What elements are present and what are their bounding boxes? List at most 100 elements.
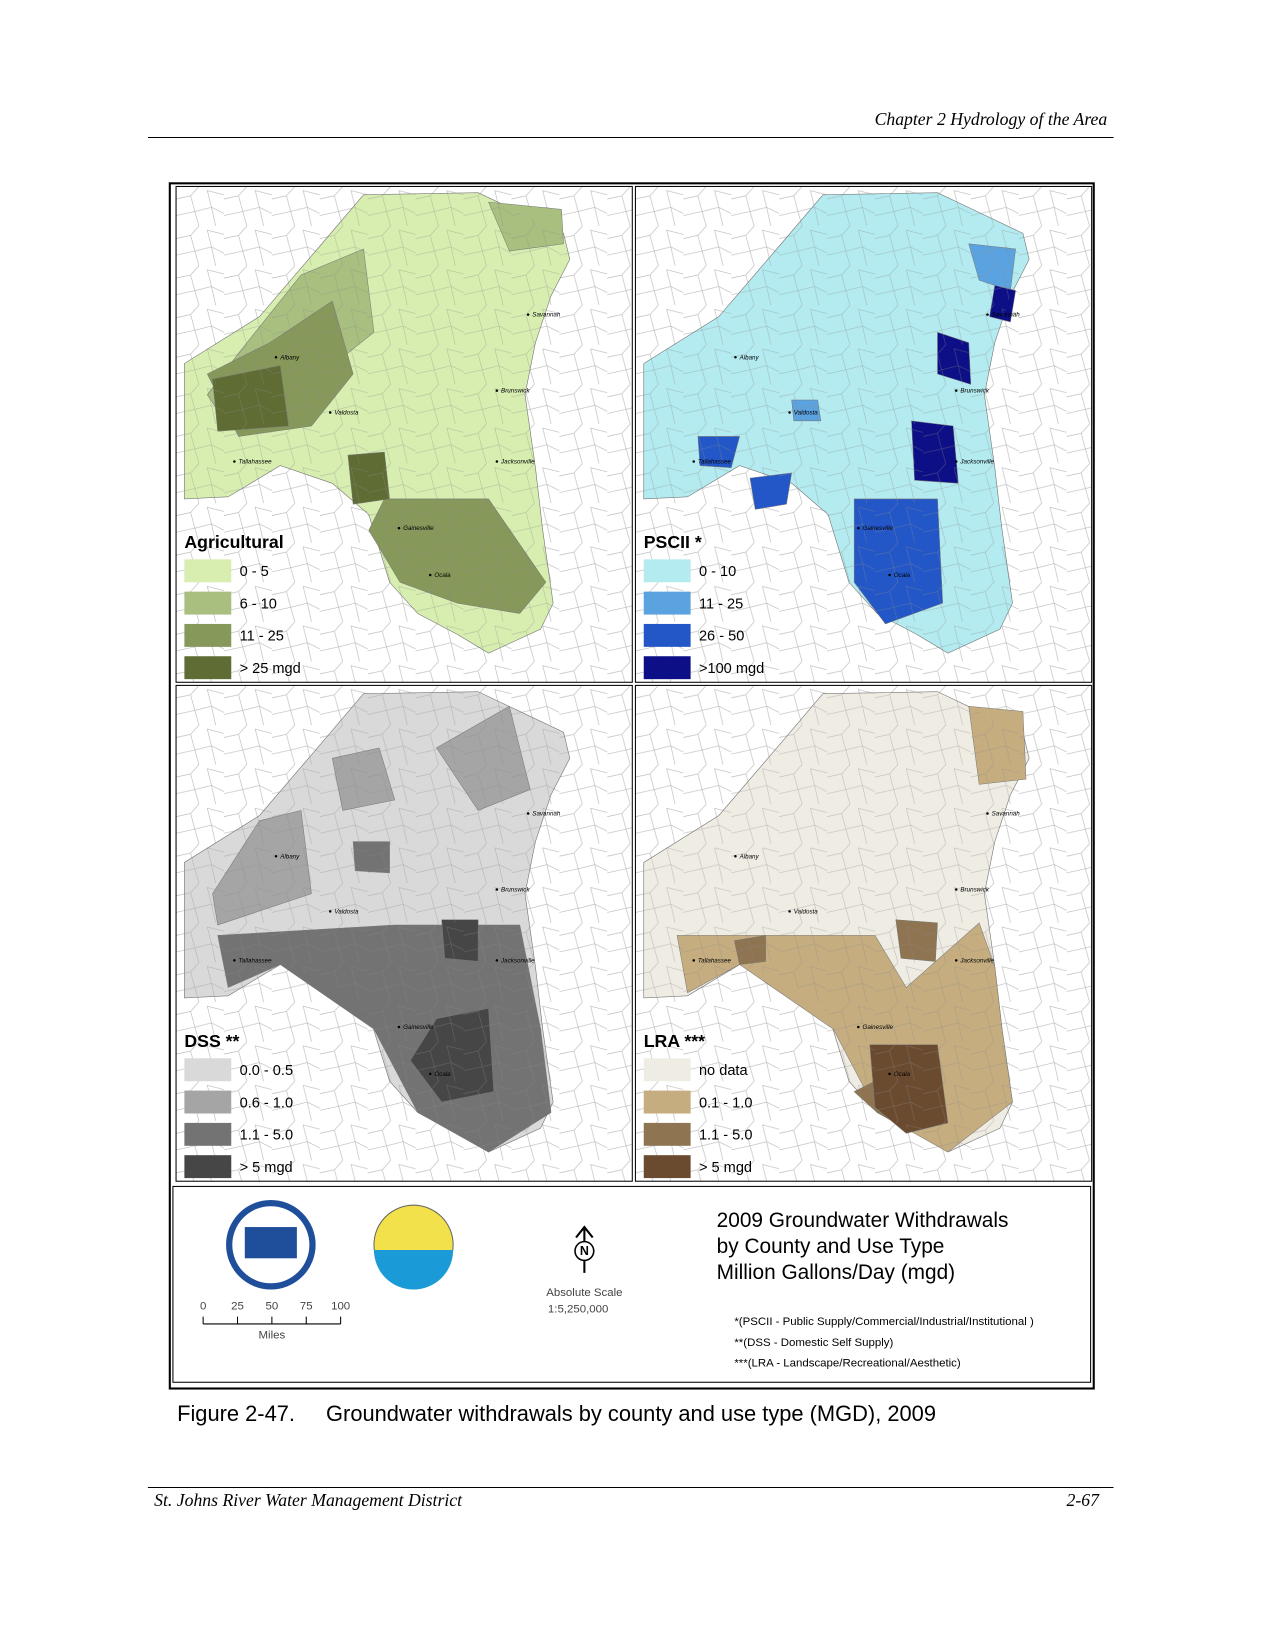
- city-dot: [734, 854, 737, 858]
- city-label: Gainesville: [862, 1024, 893, 1031]
- scale-tick-label: 25: [231, 1300, 244, 1312]
- city-dot: [397, 1025, 401, 1029]
- figure-frame: [168, 182, 1095, 1390]
- city-label: Jacksonville: [959, 459, 994, 466]
- city-label: Brunswick: [960, 388, 989, 395]
- city-label: Tallahassee: [239, 459, 273, 466]
- legend-label: 0.1 - 1.0: [699, 1095, 753, 1111]
- county-lines: [184, 192, 570, 654]
- legend-swatch: [643, 1155, 691, 1179]
- city-label: Valdosta: [794, 410, 819, 417]
- city-label: Tallahassee: [239, 957, 273, 964]
- legend-label: 26 - 50: [699, 629, 744, 645]
- north-label: N: [580, 1244, 589, 1258]
- legend-swatch: [184, 1122, 232, 1146]
- map-panel: Savannah Albany Brunswick Valdosta Jacksonvi…: [634, 185, 1093, 683]
- map-title-line: 2009 Groundwater Withdrawals: [717, 1209, 1009, 1232]
- city-dot: [428, 1072, 432, 1076]
- city-dot: [692, 959, 695, 962]
- city-dot: [954, 460, 958, 463]
- legend-swatch: [643, 1058, 691, 1082]
- srwmd-logo-water: [373, 1249, 454, 1290]
- legend-label: > 5 mgd: [699, 1160, 752, 1176]
- city-label: Gainesville: [403, 1024, 434, 1031]
- city-label: Brunswick: [501, 388, 530, 395]
- city-label: Ocala: [434, 1071, 451, 1078]
- city-dot: [857, 526, 860, 530]
- city-dot: [328, 411, 332, 414]
- legend-swatch: [184, 1090, 232, 1114]
- panel-frame: [175, 185, 633, 683]
- footnotes: *(PSCII - Public Supply/Commercial/Indus…: [734, 1316, 1034, 1370]
- city-dot: [986, 812, 989, 815]
- city-dot: [495, 389, 499, 392]
- city-label: Jacksonville: [500, 459, 535, 466]
- map-title: 2009 Groundwater Withdrawals by County an…: [717, 1209, 1009, 1284]
- city-label: Jacksonville: [500, 957, 535, 964]
- city-dot: [526, 313, 530, 316]
- legend-label: 11 - 25: [240, 629, 284, 645]
- city-dot: [954, 959, 958, 962]
- scale-ratio: 1:5,250,000: [548, 1303, 608, 1315]
- city-label: Gainesville: [403, 525, 434, 532]
- legend-title: DSS **: [184, 1031, 239, 1051]
- legend-label: 11 - 25: [699, 596, 743, 612]
- legend-swatch: [643, 1122, 691, 1146]
- city-label: Albany: [739, 354, 760, 361]
- info-panel: N Absolute Scale 1:5,250,000 Miles 0 25 50…: [172, 1185, 1092, 1383]
- legend-swatch: [643, 623, 691, 647]
- city-dot: [788, 910, 791, 913]
- city-dot: [495, 888, 499, 891]
- scale-title: Absolute Scale: [546, 1287, 622, 1299]
- city-label: Valdosta: [334, 909, 359, 916]
- city-dot: [888, 573, 891, 577]
- map-title-line: Million Gallons/Day (mgd): [717, 1261, 955, 1284]
- legend-label: 0 - 10: [699, 564, 736, 580]
- legend-label: no data: [699, 1063, 749, 1079]
- scale-tick-label: 75: [300, 1300, 313, 1312]
- city-dot: [397, 526, 401, 530]
- city-label: Savannah: [532, 811, 561, 818]
- city-label: Brunswick: [501, 887, 530, 894]
- legend-swatch: [643, 656, 691, 680]
- legend-swatch: [184, 656, 232, 680]
- city-dot: [986, 313, 989, 316]
- city-label: Savannah: [992, 811, 1021, 818]
- city-dot: [954, 389, 958, 392]
- city-label: Albany: [279, 853, 300, 860]
- caption-text: Groundwater withdrawals by county and us…: [326, 1401, 936, 1426]
- legend-swatch: [184, 591, 232, 615]
- sjr-logo-mark: [244, 1227, 297, 1259]
- county-lines: [184, 691, 570, 1153]
- county-lines: [643, 192, 1030, 654]
- city-dot: [734, 356, 737, 359]
- scale-tick-label: 0: [200, 1300, 206, 1312]
- legend-label: > 5 mgd: [240, 1160, 293, 1176]
- city-dot: [274, 854, 278, 858]
- legend-swatch: [643, 1090, 691, 1114]
- footnote: *(PSCII - Public Supply/Commercial/Indus…: [734, 1316, 1034, 1328]
- footnote: **(DSS - Domestic Self Supply): [734, 1337, 893, 1349]
- scale-tick-label: 50: [266, 1300, 279, 1312]
- legend-swatch: [643, 559, 691, 583]
- city-label: Savannah: [992, 312, 1021, 319]
- legend-swatch: [184, 1155, 232, 1179]
- panel-frame: [634, 185, 1093, 683]
- city-label: Jacksonville: [959, 957, 994, 964]
- scale-ticks: 0 25 50 75 100: [200, 1300, 350, 1324]
- city-label: Savannah: [532, 312, 561, 319]
- city-label: Ocala: [894, 1071, 911, 1078]
- city-label: Valdosta: [334, 410, 359, 417]
- map-panel: Savannah Albany Brunswick Valdosta Jacksonvi…: [634, 684, 1093, 1182]
- city-label: Ocala: [894, 572, 911, 579]
- city-dot: [495, 959, 499, 962]
- city-dot: [233, 460, 236, 463]
- city-dot: [328, 910, 332, 913]
- map-panel: Savannah Albany Brunswick Valdosta Jacksonvi…: [175, 684, 633, 1182]
- legend-swatch: [643, 591, 691, 615]
- city-dot: [692, 460, 695, 463]
- legend-title: PSCII *: [644, 532, 702, 552]
- legend-label: 1.1 - 5.0: [699, 1128, 753, 1144]
- panel-frame: [634, 684, 1093, 1182]
